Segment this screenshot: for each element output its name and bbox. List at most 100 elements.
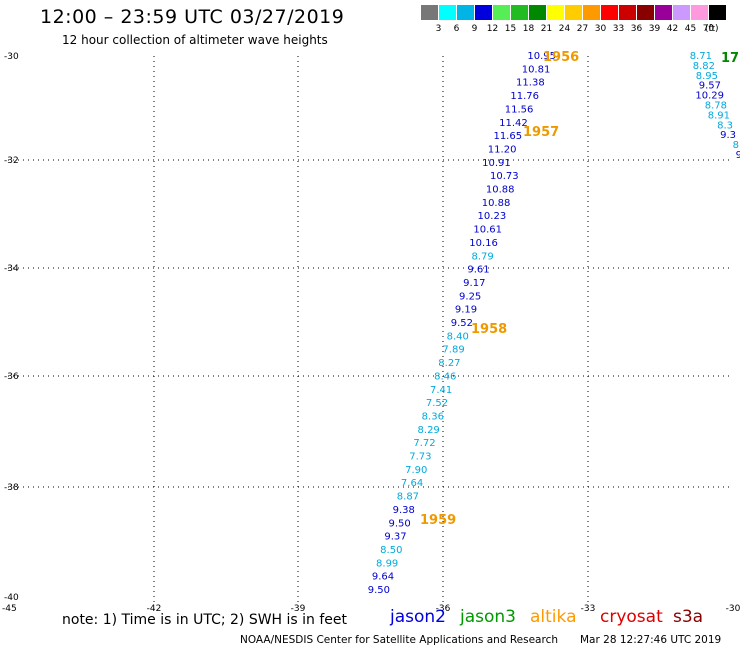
- x-tick-label: -45: [2, 604, 17, 614]
- wave-height-value: 7.90: [405, 465, 427, 476]
- wave-height-value: 8.27: [438, 358, 460, 369]
- wave-height-value: 11.20: [488, 144, 517, 155]
- wave-height-value: 9.57: [699, 81, 721, 92]
- wave-height-value: 8.40: [447, 331, 469, 342]
- generated-timestamp: Mar 28 12:27:46 UTC 2019: [580, 634, 722, 646]
- wave-height-value: 10.88: [482, 198, 511, 209]
- wave-height-value: 7.72: [413, 438, 435, 449]
- legend-label: 30: [594, 24, 607, 34]
- legend-label: 21: [540, 24, 553, 34]
- legend-label: 36: [630, 24, 643, 34]
- wave-height-value: 10.73: [490, 171, 519, 182]
- wave-height-value: 11.42: [499, 118, 528, 129]
- legend-label: 18: [522, 24, 535, 34]
- wave-height-value: 7.73: [409, 452, 431, 463]
- wave-height-value: 8.36: [422, 411, 444, 422]
- x-tick-label: -36: [436, 604, 451, 614]
- satellite-name: cryosat: [600, 607, 663, 627]
- wave-height-value: 8.50: [380, 545, 402, 556]
- y-tick-label: -38: [4, 483, 19, 493]
- wave-height-value: 9.19: [455, 305, 477, 316]
- legend-label: 27: [576, 24, 589, 34]
- legend-swatch: [691, 5, 708, 20]
- wave-height-value: 9.3: [720, 130, 736, 141]
- legend-swatch: [421, 5, 438, 20]
- map-title: 12:00 – 23:59 UTC 03/27/2019: [40, 6, 345, 28]
- pass-time-label: 1957: [523, 125, 559, 140]
- legend-label: 9: [471, 24, 478, 34]
- legend-label: 45: [684, 24, 697, 34]
- wave-height-value: 11.65: [493, 131, 522, 142]
- wave-height-value: 9.37: [384, 532, 406, 543]
- legend-swatch: [475, 5, 492, 20]
- wave-height-value: 8.3: [717, 120, 733, 131]
- wave-height-value: 8.79: [471, 251, 493, 262]
- wave-height-value: 9.50: [388, 518, 410, 529]
- legend-label: 12: [486, 24, 499, 34]
- legend-label: 6: [453, 24, 460, 34]
- wave-height-value: 8.99: [376, 558, 398, 569]
- wave-height-value: 11.56: [505, 104, 534, 115]
- legend-swatch: [619, 5, 636, 20]
- satellite-name: jason2: [390, 607, 446, 627]
- wave-height-value: 10.29: [695, 91, 724, 102]
- wave-height-value: 8.82: [693, 61, 715, 72]
- legend-swatch: [511, 5, 528, 20]
- wave-height-value: 8.46: [434, 371, 456, 382]
- x-tick-label: -30: [726, 604, 740, 614]
- wave-height-value: 10.16: [469, 238, 498, 249]
- wave-height-value: 8.29: [418, 425, 440, 436]
- legend-unit: (ft): [705, 24, 719, 34]
- wave-height-value: 9.17: [463, 278, 485, 289]
- legend-label: 39: [648, 24, 661, 34]
- x-tick-label: -39: [291, 604, 306, 614]
- wave-height-value: 9.50: [368, 585, 390, 596]
- y-tick-label: -34: [4, 264, 19, 274]
- pass-time-label: 1958: [471, 322, 507, 337]
- x-tick-label: -42: [147, 604, 162, 614]
- legend-swatch: [547, 5, 564, 20]
- legend-swatch: [673, 5, 690, 20]
- wave-height-value: 9.52: [451, 318, 473, 329]
- wave-height-value: 9.38: [393, 505, 415, 516]
- legend-swatch: [709, 5, 726, 20]
- legend-swatch: [439, 5, 456, 20]
- legend-swatch: [565, 5, 582, 20]
- legend-label: 24: [558, 24, 571, 34]
- wave-height-value: 9.61: [467, 265, 489, 276]
- wave-height-value: 7.89: [442, 345, 464, 356]
- legend-swatch: [601, 5, 618, 20]
- legend-swatch: [637, 5, 654, 20]
- wave-height-value: 8.71: [690, 51, 712, 62]
- legend-label: 42: [666, 24, 679, 34]
- wave-height-value: 8: [733, 140, 739, 151]
- legend-swatch: [457, 5, 474, 20]
- wave-height-value: 7.64: [401, 478, 423, 489]
- y-tick-label: -36: [4, 372, 19, 382]
- pass-time-label: 1959: [420, 513, 456, 528]
- wave-height-value: 10.61: [473, 225, 502, 236]
- x-tick-label: -33: [581, 604, 596, 614]
- credit-line: NOAA/NESDIS Center for Satellite Applica…: [240, 634, 558, 646]
- pass-time-label: 1956: [543, 50, 579, 65]
- legend-swatch: [583, 5, 600, 20]
- wave-height-value: 8.91: [708, 110, 730, 121]
- y-tick-label: -30: [4, 52, 19, 62]
- wave-height-value: 7.52: [426, 398, 448, 409]
- y-tick-label: -32: [4, 156, 19, 166]
- legend-swatch: [529, 5, 546, 20]
- legend-label: 15: [504, 24, 517, 34]
- wave-height-value: 9: [736, 150, 740, 161]
- wave-height-value: 9.25: [459, 291, 481, 302]
- satellite-name: jason3: [460, 607, 516, 627]
- legend-label: 3: [435, 24, 442, 34]
- legend-swatch: [655, 5, 672, 20]
- wave-height-value: 10.95: [527, 51, 556, 62]
- wave-height-value: 11.76: [510, 91, 539, 102]
- y-tick-label: -40: [4, 593, 19, 603]
- wave-height-value: 9.64: [372, 572, 394, 583]
- wave-height-value: 10.23: [478, 211, 507, 222]
- wave-height-value: 8.78: [705, 101, 727, 112]
- wave-height-value: 10.81: [522, 64, 551, 75]
